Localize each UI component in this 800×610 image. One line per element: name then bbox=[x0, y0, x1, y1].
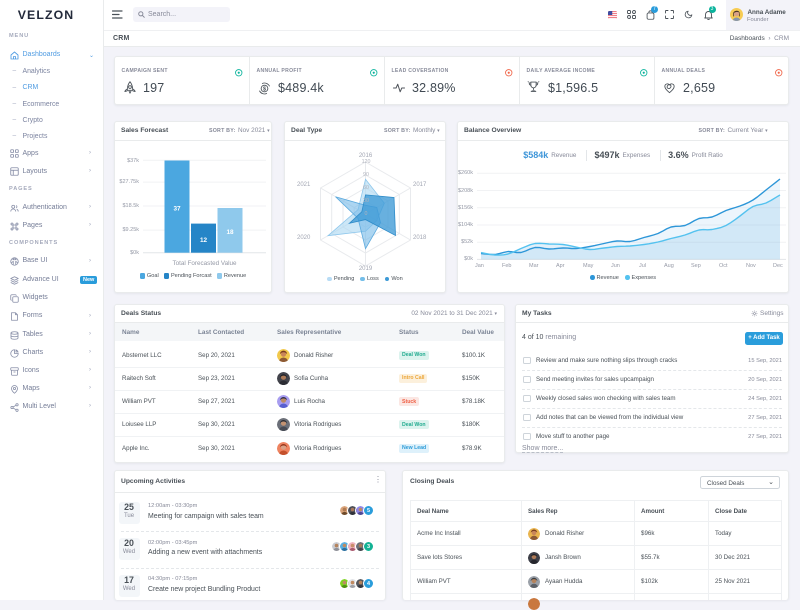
svg-text:12: 12 bbox=[200, 237, 208, 244]
svg-text:37: 37 bbox=[173, 206, 181, 213]
svg-text:18: 18 bbox=[226, 229, 234, 236]
svg-text:$: $ bbox=[263, 87, 266, 93]
